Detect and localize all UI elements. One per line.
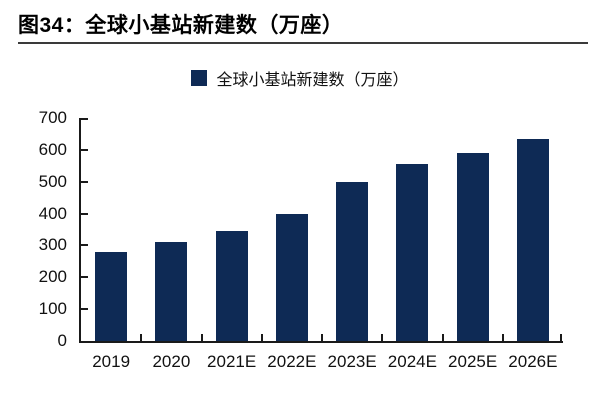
bar-2022E xyxy=(275,213,308,341)
bar-2019 xyxy=(95,251,128,341)
y-axis-tick xyxy=(81,118,88,120)
y-tick-label: 700 xyxy=(38,108,67,127)
x-tick-label: 2026E xyxy=(508,352,558,371)
bar-2026E xyxy=(516,138,549,341)
bar-2024E xyxy=(396,164,429,341)
y-axis-tick xyxy=(81,148,88,151)
y-axis-tick xyxy=(81,244,88,247)
y-axis-tick xyxy=(81,212,88,215)
x-tick-label: 2020 xyxy=(152,352,191,371)
plot-area xyxy=(79,118,563,343)
y-tick-label: 500 xyxy=(38,171,67,191)
legend-swatch-icon xyxy=(191,70,208,86)
bar-2020 xyxy=(155,242,188,341)
x-axis-tick xyxy=(321,334,323,341)
y-tick-label: 100 xyxy=(38,299,67,319)
x-tick-label: 2025E xyxy=(448,352,498,371)
chart-title: 图34：全球小基站新建数（万座） xyxy=(18,14,344,37)
bar-2021E xyxy=(215,231,248,341)
y-axis-tick xyxy=(81,180,88,183)
x-axis-tick xyxy=(441,334,444,341)
bar-2023E xyxy=(336,181,369,341)
x-axis-tick xyxy=(140,334,143,341)
x-tick-label: 2019 xyxy=(92,352,131,371)
title-divider xyxy=(18,42,588,44)
x-axis-tick xyxy=(560,334,562,341)
y-tick-label: 200 xyxy=(38,267,67,287)
y-tick-label: 0 xyxy=(57,331,67,350)
x-axis-tick xyxy=(501,334,504,341)
x-axis-tick xyxy=(200,334,203,341)
x-tick-label: 2024E xyxy=(387,352,437,371)
bar-2025E xyxy=(456,153,489,341)
y-tick-label: 600 xyxy=(38,139,67,159)
y-tick-label: 400 xyxy=(38,203,67,223)
x-axis-tick xyxy=(381,334,384,341)
y-tick-label: 300 xyxy=(38,235,67,255)
x-tick-label: 2021E xyxy=(207,352,257,371)
legend-label: 全球小基站新建数（万座） xyxy=(216,72,409,89)
x-tick-label: 2023E xyxy=(327,352,377,371)
y-axis-tick xyxy=(81,276,88,279)
y-axis-tick xyxy=(81,308,88,311)
x-tick-label: 2022E xyxy=(267,352,317,371)
legend: 全球小基站新建数（万座） xyxy=(0,66,600,90)
x-axis-tick xyxy=(260,334,263,341)
